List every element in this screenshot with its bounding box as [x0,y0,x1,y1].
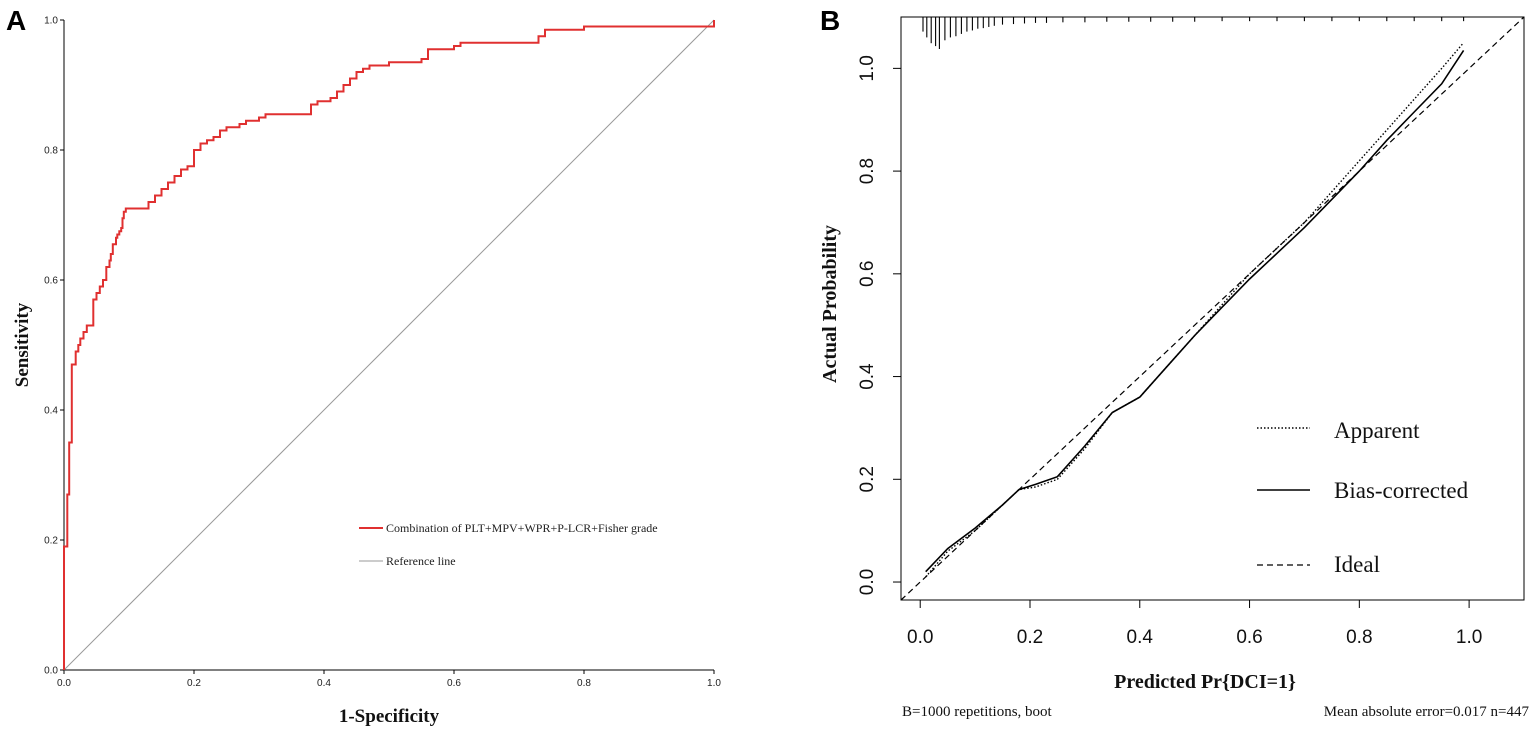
panel-b-y-tick-label: 0.0 [857,569,878,595]
panel-b-note-right: Mean absolute error=0.017 n=447 [1324,704,1530,720]
legend-reference-label: Reference line [386,554,456,568]
panel-b-x-tick-label: 0.0 [907,627,933,648]
panel-b-x-tick-label: 0.8 [1346,627,1372,648]
panel-a-y-ticks: 0.0 0.2 0.4 0.6 0.8 1.0 [44,16,64,677]
panel-b-plot-frame [900,16,1525,601]
panel-a-x-tick-label: 0.2 [187,678,201,689]
panel-a-x-tick-label: 0.6 [447,678,461,689]
roc-curve [63,20,715,670]
panel-a-letter: A [6,5,26,36]
panel-b: B 0.0 0.2 0.4 0.6 0.8 1.0 0.00.20.40.60.81.0 … [819,5,1529,720]
reference-line [63,19,715,671]
legend-apparent-label: Apparent [1334,418,1420,443]
legend-bias-corrected-label: Bias-corrected [1334,478,1469,503]
panel-a-x-tick-label: 0.4 [317,678,331,689]
panel-a-x-tick-label: 0.8 [577,678,591,689]
panel-b-x-ticks: 0.0 0.2 0.4 0.6 0.8 1.0 [907,600,1482,648]
panel-b-y-label: Actual Probability [819,225,841,383]
panel-b-y-tick-label: 0.2 [857,466,878,492]
panel-b-y-ticks: 0.0 0.2 0.4 0.6 0.8 1.0 [857,55,901,595]
panel-a-x-tick-label: 0.0 [57,678,71,689]
panel-a-legend: Combination of PLT+MPV+WPR+P-LCR+Fisher … [359,521,658,568]
panel-b-y-tick-label: 0.8 [857,158,878,184]
panel-b-x-tick-label: 0.6 [1236,627,1262,648]
panel-b-letter: B [820,5,840,36]
panel-b-x-tick-label: 0.4 [1127,627,1154,648]
panel-a-y-tick-label: 0.2 [44,536,58,547]
legend-roc-label: Combination of PLT+MPV+WPR+P-LCR+Fisher … [386,521,658,535]
panel-a: A 0.0 0.2 0.4 0.6 0.8 1.0 0.00.20.40.60.81.0 … [6,5,721,727]
panel-b-y-tick-label: 1.0 [857,55,878,81]
bias-corrected-curve [925,49,1465,573]
panel-a-y-tick-label: 1.0 [44,16,58,27]
panel-b-x-tick-label: 0.2 [1017,627,1043,648]
panel-b-y-tick-label: 0.6 [857,261,878,287]
panel-a-x-ticks: 0.0 0.2 0.4 0.6 0.8 1.0 [57,670,721,689]
panel-b-x-label: Predicted Pr{DCI=1} [1114,671,1296,693]
panel-a-y-tick-label: 0.8 [44,146,58,157]
panel-a-x-label: 1-Specificity [339,706,440,727]
panel-b-rug [922,17,1465,49]
panel-b-y-tick-label: 0.4 [857,363,878,390]
panel-b-note-left: B=1000 repetitions, boot [902,704,1053,720]
panel-b-x-tick-label: 1.0 [1456,627,1482,648]
panel-a-y-tick-label: 0.6 [44,276,58,287]
panel-a-y-label: Sensitivity [12,302,33,387]
panel-a-y-tick-label: 0.0 [44,666,58,677]
panel-a-y-tick-label: 0.4 [44,406,58,417]
panel-b-legend: Apparent Bias-corrected Ideal [1257,418,1469,577]
panel-a-x-tick-label: 1.0 [707,678,721,689]
legend-ideal-label: Ideal [1334,552,1380,577]
